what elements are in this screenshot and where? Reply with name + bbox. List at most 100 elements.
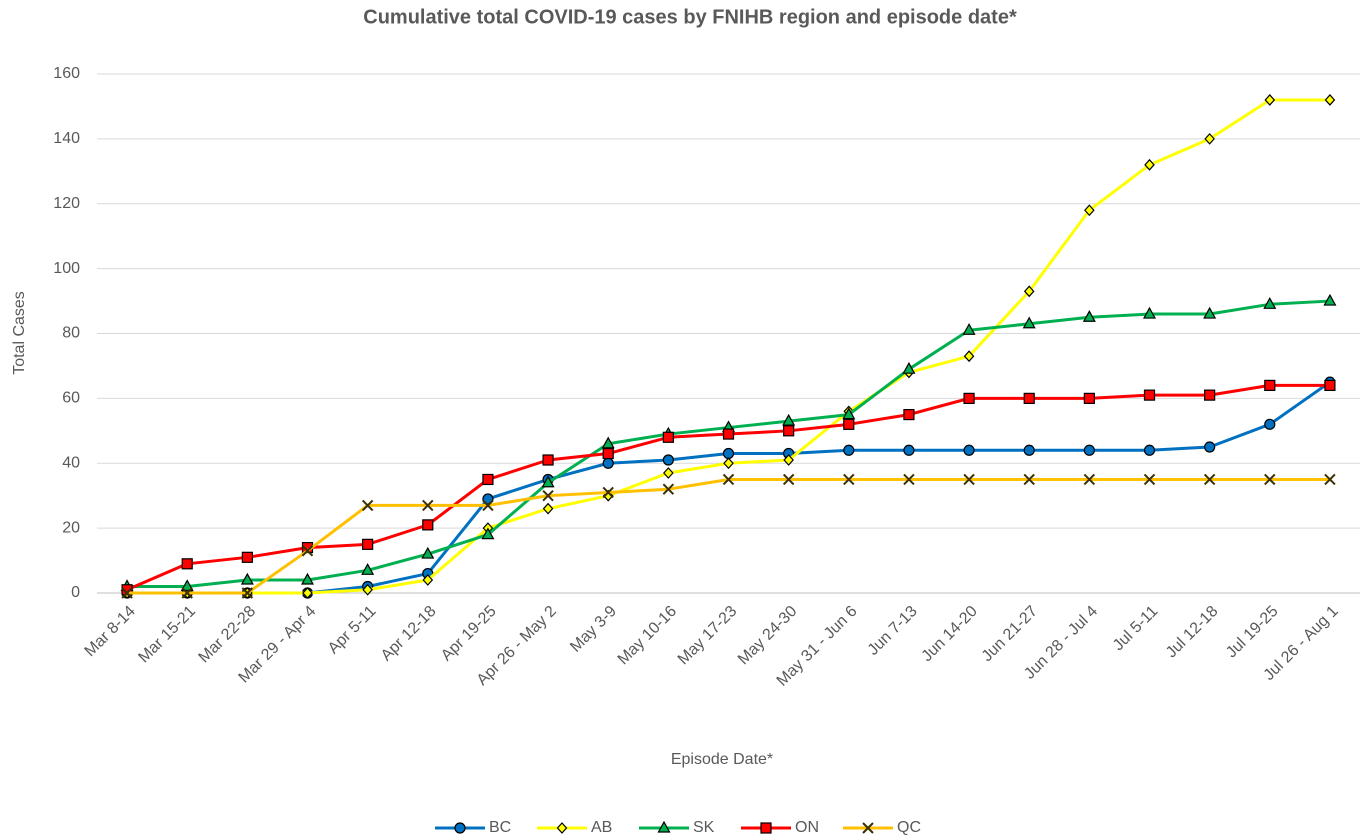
marker: [962, 323, 976, 335]
marker: [843, 444, 855, 456]
marker: [903, 473, 915, 486]
marker: [1264, 94, 1276, 106]
x-tick-label: Jul 12-18: [1163, 603, 1222, 662]
marker: [422, 574, 434, 586]
x-tick-label: Apr 19-25: [438, 603, 500, 665]
marker: [722, 447, 735, 460]
x-tick-label: Jun 21-27: [979, 603, 1041, 665]
marker: [903, 444, 915, 456]
legend-label: ON: [795, 819, 819, 836]
marker: [241, 551, 253, 563]
marker: [722, 473, 735, 486]
x-tick-label: May 17-23: [675, 603, 741, 669]
marker: [723, 457, 734, 470]
marker: [1323, 293, 1337, 306]
legend-item: BC: [435, 819, 511, 836]
y-tick-label: 20: [62, 519, 80, 536]
legend-label: AB: [591, 819, 612, 836]
marker: [361, 563, 375, 575]
marker: [782, 413, 796, 426]
marker: [1264, 473, 1276, 486]
marker: [657, 820, 671, 833]
marker: [1204, 132, 1215, 145]
y-tick-label: 140: [53, 130, 80, 147]
y-tick-label: 60: [62, 390, 80, 407]
series-line: [127, 98, 1330, 595]
x-tick-label: Mar 22-28: [196, 603, 260, 667]
marker: [902, 361, 916, 374]
marker: [1023, 392, 1035, 404]
marker: [1324, 379, 1336, 391]
y-tick-label: 80: [62, 325, 80, 342]
marker: [1023, 444, 1035, 456]
marker: [843, 473, 855, 486]
marker: [1082, 310, 1096, 322]
y-tick-label: 120: [53, 195, 80, 212]
marker: [760, 822, 772, 834]
marker: [1203, 306, 1217, 319]
marker: [1203, 473, 1216, 486]
marker: [481, 527, 495, 540]
marker: [482, 473, 494, 486]
marker: [301, 545, 314, 557]
marker: [1264, 418, 1276, 430]
y-axis-title: Total Cases: [11, 291, 28, 375]
series-line: [126, 383, 1330, 592]
marker: [1143, 389, 1156, 401]
marker: [843, 418, 855, 430]
marker: [121, 584, 133, 596]
x-tick-label: Apr 12-18: [378, 603, 440, 665]
marker: [362, 583, 373, 596]
marker: [1023, 473, 1035, 486]
marker: [454, 822, 466, 834]
legend-item: SK: [639, 819, 715, 836]
marker: [1143, 444, 1156, 456]
marker: [903, 408, 915, 421]
marker: [782, 473, 795, 486]
marker: [663, 467, 674, 479]
legend-label: SK: [693, 819, 715, 836]
legend-item: ON: [741, 819, 819, 836]
marker: [362, 538, 374, 550]
marker: [240, 572, 254, 585]
x-axis-title: Episode Date*: [671, 751, 773, 768]
marker: [963, 444, 975, 456]
marker: [1083, 444, 1095, 456]
marker: [1023, 285, 1035, 298]
marker: [862, 822, 874, 834]
marker: [1144, 158, 1155, 171]
marker: [1264, 379, 1276, 391]
series-line: [127, 380, 1331, 595]
x-tick-label: Mar 8-14: [82, 603, 139, 660]
x-tick-label: Jul 5-11: [1110, 603, 1162, 655]
x-tick-label: May 3-9: [567, 603, 620, 656]
marker: [302, 587, 313, 599]
marker: [361, 499, 374, 512]
marker: [842, 407, 856, 420]
marker: [602, 486, 614, 499]
marker: [602, 457, 614, 469]
y-tick-label: 0: [71, 584, 80, 601]
marker: [1143, 473, 1156, 486]
marker: [1083, 392, 1095, 404]
marker: [482, 499, 494, 512]
marker: [1204, 441, 1216, 453]
x-tick-label: May 24-30: [735, 603, 801, 669]
x-tick-label: Mar 15-21: [135, 603, 199, 667]
marker: [1204, 389, 1216, 401]
x-tick-label: Jun 7-13: [865, 603, 921, 659]
marker: [241, 587, 254, 599]
marker: [1083, 473, 1096, 486]
marker: [963, 350, 975, 363]
marker: [1142, 306, 1157, 319]
marker: [181, 587, 193, 599]
marker: [542, 454, 554, 466]
marker: [1263, 297, 1277, 309]
marker: [180, 579, 194, 592]
marker: [422, 519, 434, 531]
legend-label: QC: [897, 819, 921, 836]
marker: [422, 499, 434, 512]
marker: [1084, 204, 1095, 217]
marker: [1022, 316, 1036, 329]
